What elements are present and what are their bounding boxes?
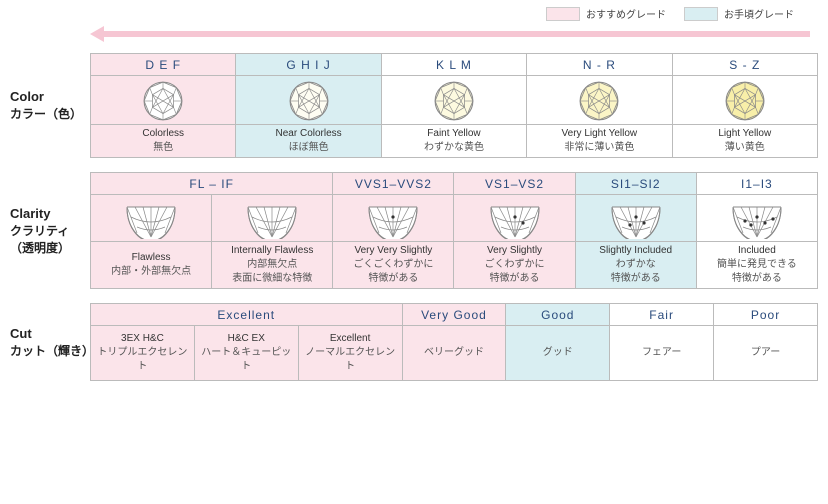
diamond-icon [578,80,620,122]
section-label-color: Color カラー（色） [10,53,90,158]
cut-desc-cell: フェアー [610,326,714,381]
color-header-row: D E FG H I JK L MN - RS - Z [91,54,818,76]
clarity-desc-cell: Slightly Includedわずかな特徴がある [575,242,696,289]
diamond-top-icon [608,199,664,239]
color-icon-cell [91,76,236,125]
color-icon-cell [236,76,381,125]
color-icon-cell [672,76,817,125]
clarity-icon-cell [212,195,333,242]
section-label-clarity: Clarity クラリティ（透明度） [10,172,90,289]
clarity-desc-cell: Flawless内部・外部無欠点 [91,242,212,289]
diamond-top-icon [729,199,785,239]
cut-desc-row: 3EX H&CトリプルエクセレントH&C EXハート＆キューピットExcelle… [91,326,818,381]
grade-header: Poor [714,304,818,326]
grade-header: I1–I3 [696,173,817,195]
cut-desc-cell: Excellentノーマルエクセレント [298,326,402,381]
clarity-icon-cell [333,195,454,242]
legend-item-recommended: おすすめグレード [546,6,666,21]
section-label-jp: カット（輝き） [10,343,90,360]
section-label-jp: カラー（色） [10,106,90,123]
grade-header: K L M [381,54,526,76]
grade-header: Good [506,304,610,326]
cut-desc-cell: グッド [506,326,610,381]
cut-desc-cell: ベリーグッド [402,326,506,381]
clarity-header-row: FL – IFVVS1–VVS2VS1–VS2SI1–SI2I1–I3 [91,173,818,195]
cut-desc-cell: H&C EXハート＆キューピット [194,326,298,381]
color-desc-cell: Light Yellow薄い黄色 [672,125,817,158]
clarity-section: Clarity クラリティ（透明度） FL – IFVVS1–VVS2VS1–V… [10,172,818,289]
diamond-top-icon [123,199,179,239]
grade-header: G H I J [236,54,381,76]
cut-desc-cell: プアー [714,326,818,381]
section-label-jp: クラリティ（透明度） [10,223,90,257]
diamond-top-icon [487,199,543,239]
section-label-en: Clarity [10,205,90,223]
diamond-icon [724,80,766,122]
clarity-desc-cell: Very Very Slightlyごくごくわずかに特徴がある [333,242,454,289]
grade-header: S - Z [672,54,817,76]
grade-header: Very Good [402,304,506,326]
clarity-desc-row: Flawless内部・外部無欠点Internally Flawless内部無欠点… [91,242,818,289]
cut-header-row: ExcellentVery GoodGoodFairPoor [91,304,818,326]
color-desc-cell: Faint Yellowわずかな黄色 [381,125,526,158]
section-label-en: Color [10,88,90,106]
color-icon-cell [527,76,672,125]
legend: おすすめグレード お手頃グレード [10,6,818,21]
legend-label: お手頃グレード [724,6,794,21]
grade-header: FL – IF [91,173,333,195]
grade-header: N - R [527,54,672,76]
legend-label: おすすめグレード [586,6,666,21]
diamond-icon [288,80,330,122]
clarity-icon-cell [575,195,696,242]
clarity-desc-cell: Very Slightlyごくわずかに特徴がある [454,242,575,289]
cut-section: Cut カット（輝き） ExcellentVery GoodGoodFairPo… [10,303,818,381]
diamond-icon [142,80,184,122]
clarity-desc-cell: Internally Flawless内部無欠点表面に微細な特徴 [212,242,333,289]
legend-item-affordable: お手頃グレード [684,6,794,21]
color-icon-cell [381,76,526,125]
grade-header: SI1–SI2 [575,173,696,195]
color-desc-cell: Colorless無色 [91,125,236,158]
section-label-en: Cut [10,325,90,343]
color-section: Color カラー（色） D E FG H I JK L MN - RS - Z [10,53,818,158]
grade-header: VVS1–VVS2 [333,173,454,195]
color-desc-cell: Near Colorlessほぼ無色 [236,125,381,158]
clarity-icon-cell [91,195,212,242]
grade-header: D E F [91,54,236,76]
clarity-icon-cell [696,195,817,242]
grade-header: Fair [610,304,714,326]
grade-header: Excellent [91,304,403,326]
diamond-icon [433,80,475,122]
arrow-line [102,31,810,37]
legend-swatch-pink [546,7,580,21]
grade-header: VS1–VS2 [454,173,575,195]
diamond-top-icon [365,199,421,239]
arrow-head-icon [90,26,104,42]
color-icon-row [91,76,818,125]
legend-swatch-blue [684,7,718,21]
clarity-desc-cell: Included簡単に発見できる特徴がある [696,242,817,289]
cut-desc-cell: 3EX H&Cトリプルエクセレント [91,326,195,381]
section-label-cut: Cut カット（輝き） [10,303,90,381]
clarity-icon-row [91,195,818,242]
clarity-icon-cell [454,195,575,242]
color-table: D E FG H I JK L MN - RS - Z [90,53,818,158]
color-desc-cell: Very Light Yellow非常に薄い黄色 [527,125,672,158]
color-desc-row: Colorless無色Near Colorlessほぼ無色Faint Yello… [91,125,818,158]
diamond-top-icon [244,199,300,239]
cut-table: ExcellentVery GoodGoodFairPoor 3EX H&Cトリ… [90,303,818,381]
quality-arrow [90,27,810,41]
clarity-table: FL – IFVVS1–VVS2VS1–VS2SI1–SI2I1–I3 [90,172,818,289]
